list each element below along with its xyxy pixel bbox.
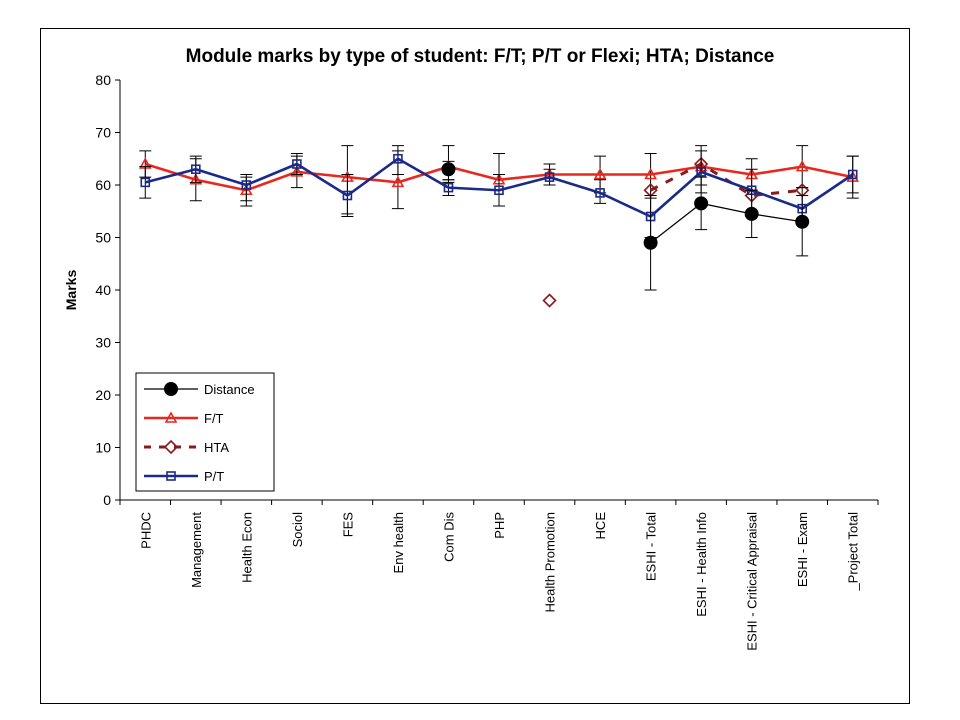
point-p-t	[191, 164, 201, 175]
y-tick-label: 40	[95, 282, 111, 298]
point-p-t	[443, 182, 454, 193]
x-tick-label: HCE	[593, 512, 608, 540]
x-tick-label: Management	[189, 512, 204, 588]
legend-label-hta: HTA	[204, 440, 229, 455]
legend-marker-p-t	[166, 471, 176, 481]
legend-box	[135, 372, 275, 492]
x-tick-label: ESHI - Exam	[795, 512, 810, 587]
y-tick-label: 20	[95, 387, 111, 403]
point-distance	[441, 162, 456, 177]
point-distance	[795, 214, 810, 229]
x-tick-label: _Project Total	[846, 512, 861, 592]
point-p-t	[595, 188, 605, 198]
x-tick-label: Health Promotion	[543, 512, 558, 612]
point-f-t	[391, 175, 405, 188]
y-axis-title: Marks	[63, 270, 79, 311]
point-f-t	[189, 173, 203, 185]
x-tick-label: FES	[340, 512, 355, 538]
x-tick-label: Sociol	[290, 512, 305, 548]
point-distance	[694, 196, 709, 211]
x-tick-label: Health Econ	[239, 512, 254, 583]
y-tick-label: 80	[95, 72, 111, 88]
y-tick-label: 70	[95, 125, 111, 141]
legend-marker-hta	[163, 439, 179, 455]
point-p-t	[494, 185, 504, 196]
x-tick-label: ESHI - Health Info	[694, 512, 709, 617]
legend-label-p-t: P/T	[204, 469, 224, 484]
point-f-t	[593, 167, 607, 180]
legend-marker-f-t	[164, 411, 178, 423]
y-tick-label: 10	[95, 440, 111, 456]
point-f-t	[290, 165, 304, 177]
point-p-t	[393, 153, 403, 164]
point-p-t	[696, 167, 706, 177]
point-p-t	[342, 190, 353, 201]
x-tick-label: Env health	[391, 512, 406, 573]
y-tick-label: 0	[103, 492, 111, 508]
point-p-t	[544, 172, 555, 182]
series-line-distance	[650, 202, 803, 244]
x-tick-label: Com Dis	[441, 512, 456, 562]
point-p-t	[292, 159, 302, 169]
point-hta	[542, 293, 557, 308]
point-f-t	[795, 159, 809, 172]
point-f-t	[644, 167, 657, 180]
legend-marker-distance	[164, 382, 178, 396]
x-tick-label: ESHI - Total	[644, 512, 659, 581]
chart-frame	[40, 28, 910, 704]
legend-label-distance: Distance	[204, 382, 255, 397]
point-p-t	[847, 169, 858, 180]
y-tick-label: 60	[95, 177, 111, 193]
y-tick-label: 30	[95, 335, 111, 351]
y-tick-label: 50	[95, 230, 111, 246]
x-tick-label: PHP	[492, 512, 507, 539]
point-distance	[643, 235, 658, 250]
series-line-p-t	[144, 157, 854, 218]
point-distance	[744, 206, 759, 221]
point-p-t	[241, 180, 252, 190]
legend-label-f-t: F/T	[204, 411, 224, 426]
chart-title: Module marks by type of student: F/T; P/…	[185, 46, 775, 67]
x-tick-label: PHDC	[138, 512, 153, 549]
point-p-t	[140, 177, 151, 188]
x-tick-label: ESHI - Critical Appraisal	[745, 512, 760, 651]
